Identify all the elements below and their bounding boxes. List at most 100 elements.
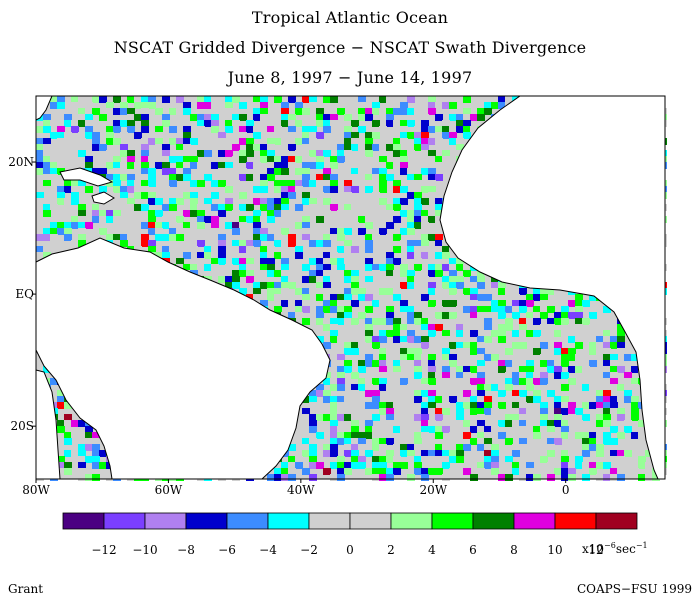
field-cell — [211, 258, 219, 265]
field-cell — [183, 132, 191, 139]
field-cell — [610, 336, 618, 343]
field-cell — [449, 162, 457, 169]
field-cell — [344, 114, 352, 121]
field-cell — [421, 150, 429, 157]
field-cell — [631, 396, 639, 403]
field-cell — [386, 438, 394, 445]
field-cell — [358, 438, 366, 445]
field-cell — [225, 282, 233, 289]
field-cell — [281, 210, 289, 217]
field-cell — [631, 378, 639, 385]
field-cell — [477, 444, 485, 451]
field-cell — [246, 264, 254, 271]
field-cell — [162, 252, 170, 259]
field-cell — [596, 432, 604, 439]
field-cell — [435, 222, 443, 229]
field-cell — [337, 396, 345, 403]
field-cell — [162, 120, 170, 127]
field-cell — [295, 246, 303, 253]
field-cell — [190, 114, 198, 121]
field-cell — [260, 204, 268, 211]
field-cell — [141, 168, 149, 175]
field-cell — [379, 96, 387, 103]
field-cell — [449, 384, 457, 391]
field-cell — [190, 198, 198, 205]
field-cell — [477, 354, 485, 361]
field-cell — [540, 360, 548, 367]
field-cell — [253, 102, 261, 109]
field-cell — [407, 270, 415, 277]
field-cell — [449, 450, 457, 457]
field-cell — [337, 210, 345, 217]
field-cell — [386, 468, 394, 475]
field-cell — [421, 276, 429, 283]
field-cell — [43, 252, 51, 259]
field-cell — [414, 318, 422, 325]
field-cell — [491, 456, 499, 463]
field-cell — [477, 306, 485, 313]
field-cell — [449, 342, 457, 349]
field-cell — [435, 456, 443, 463]
author-credit: Grant — [8, 582, 44, 596]
field-cell — [225, 102, 233, 109]
field-cell — [393, 462, 401, 469]
field-cell — [50, 174, 58, 181]
field-cell — [624, 396, 632, 403]
field-cell — [561, 450, 569, 457]
field-cell — [358, 114, 366, 121]
field-cell — [232, 138, 240, 145]
field-cell — [393, 288, 401, 295]
field-cell — [505, 456, 513, 463]
field-cell — [302, 192, 310, 199]
field-cell — [540, 324, 548, 331]
field-cell — [78, 204, 86, 211]
field-cell — [603, 420, 611, 427]
field-cell — [498, 288, 506, 295]
field-cell — [547, 324, 555, 331]
field-cell — [267, 168, 275, 175]
field-cell — [50, 204, 58, 211]
field-cell — [337, 294, 345, 301]
field-cell — [617, 336, 625, 343]
field-cell — [407, 132, 415, 139]
field-cell — [372, 456, 380, 463]
field-cell — [568, 312, 576, 319]
field-cell — [155, 222, 163, 229]
field-cell — [351, 402, 359, 409]
field-cell — [575, 342, 583, 349]
field-cell — [190, 222, 198, 229]
field-cell — [624, 378, 632, 385]
field-cell — [330, 276, 338, 283]
field-cell — [274, 138, 282, 145]
field-cell — [400, 138, 408, 145]
field-cell — [379, 264, 387, 271]
field-cell — [218, 234, 226, 241]
field-cell — [99, 462, 107, 469]
field-cell — [407, 216, 415, 223]
field-cell — [526, 330, 534, 337]
field-cell — [491, 462, 499, 469]
field-cell — [400, 360, 408, 367]
field-cell — [162, 96, 170, 103]
field-cell — [239, 102, 247, 109]
field-cell — [351, 138, 359, 145]
field-cell — [428, 354, 436, 361]
field-cell — [407, 474, 415, 481]
field-cell — [428, 174, 436, 181]
field-cell — [575, 408, 583, 415]
field-cell — [274, 240, 282, 247]
field-cell — [428, 228, 436, 235]
field-cell — [484, 396, 492, 403]
field-cell — [358, 324, 366, 331]
field-cell — [113, 186, 121, 193]
field-cell — [393, 330, 401, 337]
field-cell — [393, 150, 401, 157]
field-cell — [85, 222, 93, 229]
field-cell — [575, 306, 583, 313]
field-cell — [134, 186, 142, 193]
field-cell — [316, 414, 324, 421]
field-cell — [400, 354, 408, 361]
field-cell — [561, 318, 569, 325]
field-cell — [183, 252, 191, 259]
field-cell — [498, 474, 506, 481]
